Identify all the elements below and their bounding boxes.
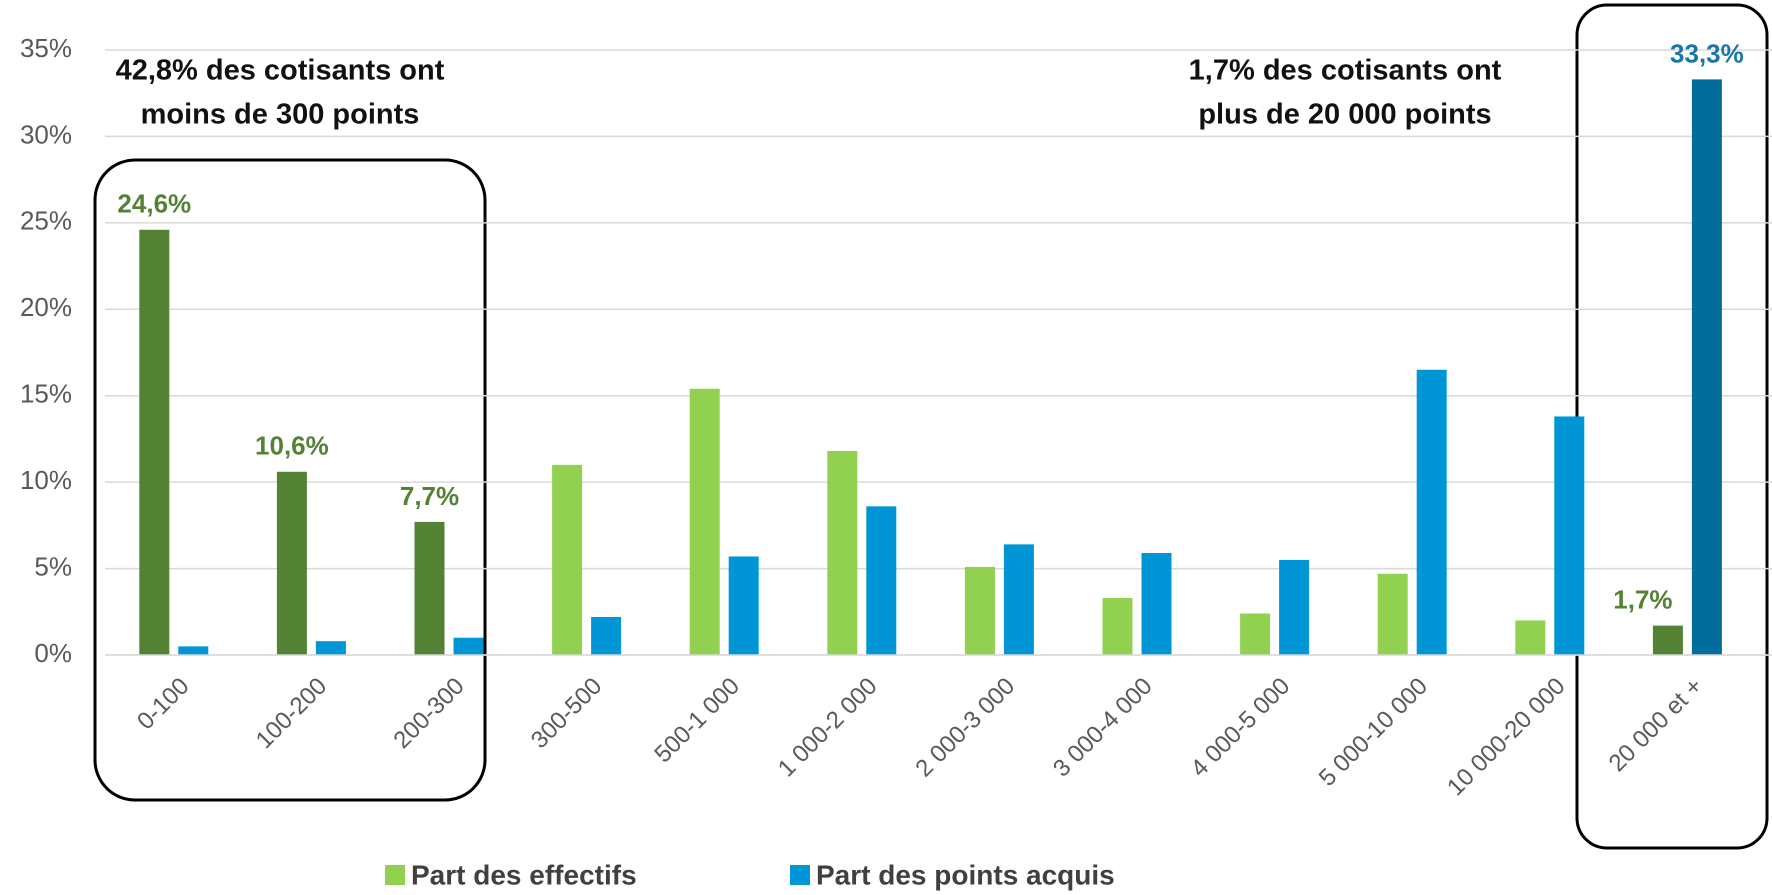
x-tick-label: 200-300 xyxy=(388,673,469,754)
bar xyxy=(827,451,858,655)
bar xyxy=(1691,79,1722,655)
bar xyxy=(1652,625,1683,655)
bar xyxy=(591,616,622,655)
bar xyxy=(1240,613,1271,655)
y-tick-label: 30% xyxy=(20,119,72,149)
x-tick-label: 300-500 xyxy=(526,673,607,754)
y-tick-label: 25% xyxy=(20,206,72,236)
y-tick-label: 10% xyxy=(20,465,72,495)
y-tick-label: 35% xyxy=(20,33,72,63)
annotation: plus de 20 000 points xyxy=(1198,99,1491,131)
bar xyxy=(1102,597,1133,655)
bar xyxy=(866,506,897,655)
x-tick-label: 20 000 et + xyxy=(1604,673,1708,777)
y-tick-label: 5% xyxy=(34,551,72,581)
data-label: 7,7% xyxy=(400,481,459,511)
highlight-box xyxy=(93,158,487,802)
data-label: 10,6% xyxy=(255,431,329,461)
y-tick-label: 15% xyxy=(20,379,72,409)
bar xyxy=(552,464,583,655)
legend-swatch xyxy=(790,865,810,885)
x-tick-label: 0-100 xyxy=(132,673,195,736)
legend-label: Part des points acquis xyxy=(816,859,1115,890)
bar xyxy=(1515,620,1546,655)
data-label: 24,6% xyxy=(117,189,191,219)
bar xyxy=(139,229,170,655)
bar xyxy=(453,637,484,655)
bar xyxy=(315,641,346,655)
x-tick-label: 4 000-5 000 xyxy=(1186,673,1296,783)
annotation: 42,8% des cotisants ont xyxy=(116,55,445,87)
bar xyxy=(178,646,209,655)
y-tick-label: 0% xyxy=(34,638,72,668)
legend-label: Part des effectifs xyxy=(411,859,637,890)
bar xyxy=(964,566,995,655)
bar xyxy=(276,471,307,655)
bar xyxy=(1377,573,1408,655)
bar xyxy=(728,556,759,655)
x-tick-label: 500-1 000 xyxy=(649,673,745,769)
x-tick-label: 5 000-10 000 xyxy=(1314,673,1433,792)
x-tick-label: 100-200 xyxy=(251,673,332,754)
bar xyxy=(414,521,445,655)
bar xyxy=(1554,416,1585,655)
bar xyxy=(1279,559,1310,655)
data-label: 33,3% xyxy=(1670,38,1744,68)
legend-swatch xyxy=(385,865,405,885)
bar xyxy=(1141,553,1172,655)
x-tick-label: 1 000-2 000 xyxy=(773,673,883,783)
y-tick-label: 20% xyxy=(20,292,72,322)
x-tick-label: 10 000-20 000 xyxy=(1442,673,1571,802)
bar xyxy=(1416,369,1447,655)
annotation: moins de 300 points xyxy=(141,99,420,131)
bar xyxy=(689,388,720,655)
annotation: 1,7% des cotisants ont xyxy=(1189,55,1502,87)
data-label: 1,7% xyxy=(1613,584,1672,614)
x-tick-label: 3 000-4 000 xyxy=(1048,673,1158,783)
bar xyxy=(1003,544,1034,655)
x-tick-label: 2 000-3 000 xyxy=(910,673,1020,783)
